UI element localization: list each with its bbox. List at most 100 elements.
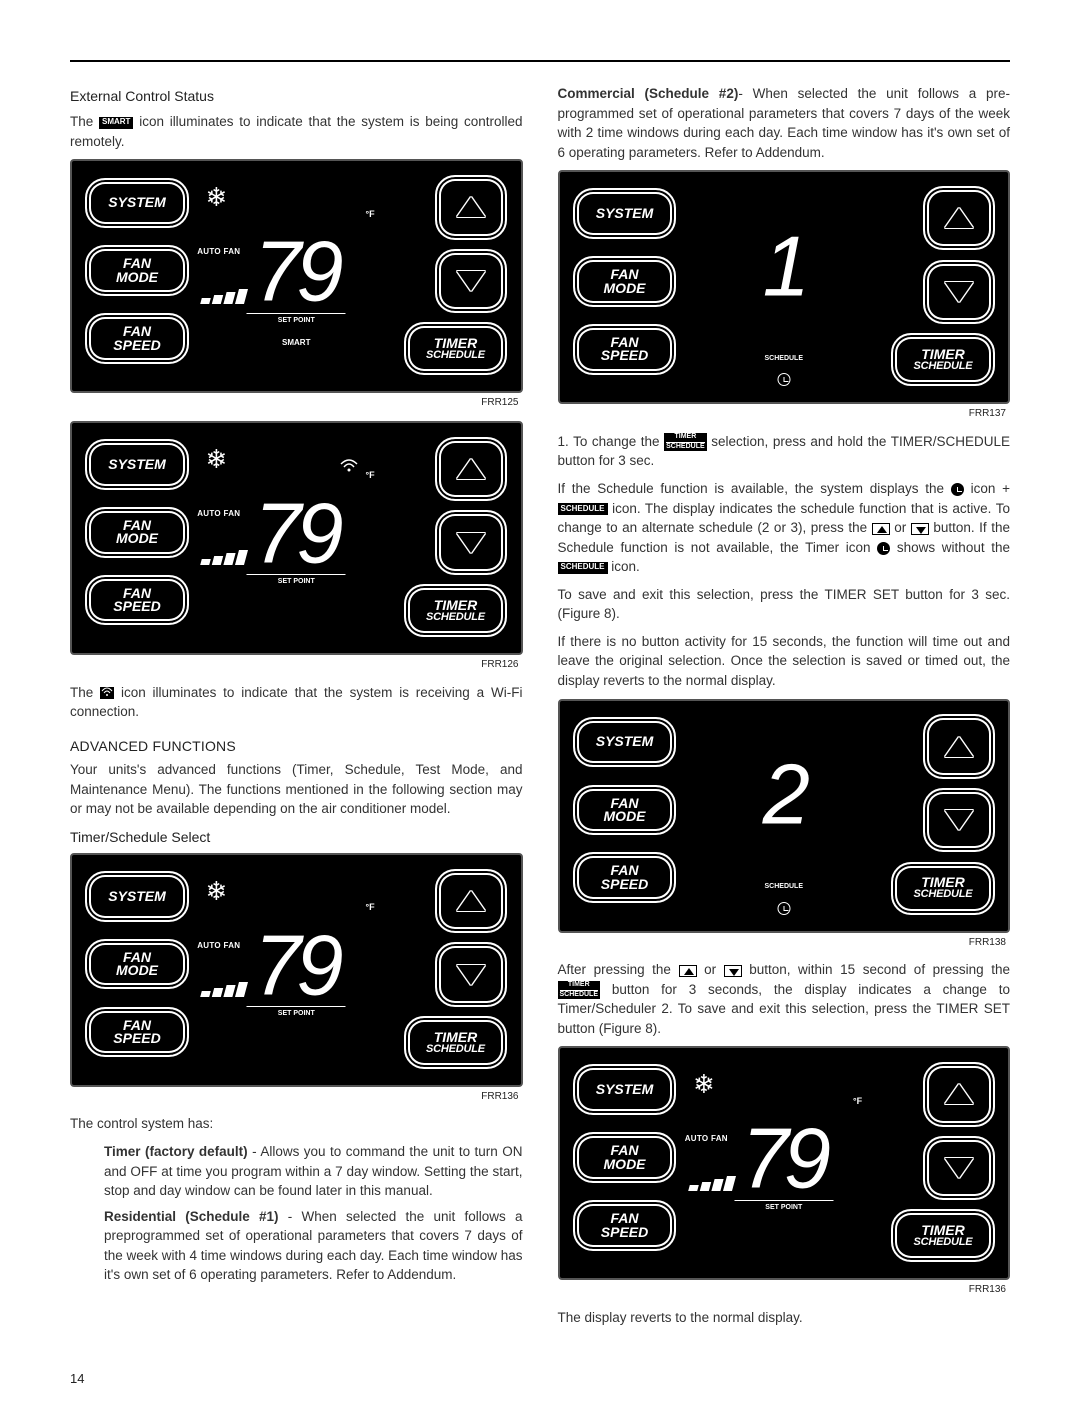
fan-speed-button[interactable]: FANSPEED (573, 1200, 676, 1251)
snowflake-icon: ❄ (693, 1066, 715, 1104)
timer-schedule-button[interactable]: TIMERSCHEDULE (404, 584, 507, 637)
fan-mode-button[interactable]: FANMODE (573, 785, 676, 836)
thermostat-panel-wifi: SYSTEM FANMODE FANSPEED TIMERSCHEDULE ❄ … (70, 421, 523, 655)
display-area: 1 SCHEDULE (681, 186, 887, 388)
down-button[interactable] (923, 788, 995, 852)
fan-speed-button[interactable]: FANSPEED (573, 852, 676, 903)
up-triangle-icon (679, 965, 697, 977)
two-column-layout: External Control Status The SMART icon i… (70, 80, 1010, 1335)
figure-label: FRR138 (558, 936, 1007, 951)
para-save-exit: To save and exit this selection, press t… (558, 585, 1011, 624)
clock-icon (777, 373, 790, 386)
fan-mode-button[interactable]: FANMODE (573, 1132, 676, 1183)
wifi-icon (340, 457, 358, 480)
timer-schedule-button[interactable]: TIMERSCHEDULE (891, 862, 994, 915)
timer-schedule-button[interactable]: TIMERSCHEDULE (891, 333, 994, 386)
snowflake-icon: ❄ (205, 179, 227, 217)
fan-speed-button[interactable]: FANSPEED (85, 575, 188, 626)
down-button[interactable] (435, 942, 507, 1006)
list-item-timer: Timer (factory default) - Allows you to … (104, 1142, 523, 1201)
down-button[interactable] (435, 249, 507, 313)
fan-speed-button[interactable]: FANSPEED (85, 1007, 188, 1058)
degree-f: °F (366, 208, 375, 221)
clock-icon (777, 902, 790, 915)
down-button[interactable] (923, 1136, 995, 1200)
fan-speed-button[interactable]: FANSPEED (573, 324, 676, 375)
schedule-badge-icon: SCHEDULE (558, 503, 608, 515)
degree-f: °F (366, 901, 375, 914)
fan-mode-button[interactable]: FANMODE (85, 507, 188, 558)
fan-mode-button[interactable]: FANMODE (85, 245, 188, 296)
system-button[interactable]: SYSTEM (573, 1064, 676, 1115)
up-button[interactable] (435, 869, 507, 933)
up-button[interactable] (923, 714, 995, 778)
para-timeout: If there is no button activity for 15 se… (558, 632, 1011, 691)
system-button[interactable]: SYSTEM (85, 439, 188, 490)
fan-mode-button[interactable]: FANMODE (573, 256, 676, 307)
display-area: 2 SCHEDULE (681, 714, 887, 916)
snowflake-icon: ❄ (205, 873, 227, 911)
list-item-residential: Residential (Schedule #1) - When selecte… (104, 1207, 523, 1285)
right-column: Commercial (Schedule #2)- When selected … (558, 80, 1011, 1335)
up-triangle-icon (872, 523, 890, 535)
clock-inline-icon (877, 542, 890, 555)
heading-external-control: External Control Status (70, 86, 523, 106)
timer-schedule-badge-icon: TIMERSCHEDULE (664, 433, 707, 451)
heading-advanced-functions: ADVANCED FUNCTIONS (70, 736, 523, 756)
display-area: ❄ AUTO FAN °F 79 SET POINT (193, 437, 399, 639)
schedule-badge-icon: SCHEDULE (558, 562, 608, 574)
thermostat-panel-schedule-1: SYSTEM FANMODE FANSPEED TIMERSCHEDULE 1 … (558, 170, 1011, 404)
left-column: External Control Status The SMART icon i… (70, 80, 523, 1335)
system-button[interactable]: SYSTEM (85, 178, 188, 229)
para-wifi-icon: The icon illuminates to indicate that th… (70, 683, 523, 722)
up-button[interactable] (435, 437, 507, 501)
up-button[interactable] (435, 175, 507, 239)
para-schedule-available: If the Schedule function is available, t… (558, 479, 1011, 577)
display-area: ❄ AUTO FAN °F 79 SET POINT SMART (193, 175, 399, 377)
auto-fan-label: AUTO FAN (197, 940, 240, 952)
setpoint-label: SET POINT (247, 1006, 346, 1019)
timer-schedule-badge-icon: TIMERSCHEDULE (558, 981, 601, 999)
system-button[interactable]: SYSTEM (573, 717, 676, 768)
thermostat-panel-schedule-2: SYSTEM FANMODE FANSPEED TIMERSCHEDULE 2 … (558, 699, 1011, 933)
thermostat-panel-timer-select: SYSTEM FANMODE FANSPEED TIMERSCHEDULE ❄ … (70, 853, 523, 1087)
system-button[interactable]: SYSTEM (573, 188, 676, 239)
timer-schedule-button[interactable]: TIMERSCHEDULE (404, 322, 507, 375)
auto-fan-label: AUTO FAN (685, 1133, 728, 1145)
thermostat-panel-normal: SYSTEM FANMODE FANSPEED TIMERSCHEDULE ❄ … (558, 1046, 1011, 1280)
setpoint-label: SET POINT (734, 1200, 833, 1213)
setpoint-label: SET POINT (247, 574, 346, 587)
up-button[interactable] (923, 186, 995, 250)
system-button[interactable]: SYSTEM (85, 871, 188, 922)
speed-bars-icon (201, 289, 246, 304)
para-smart-icon: The SMART icon illuminates to indicate t… (70, 112, 523, 151)
down-triangle-icon (911, 523, 929, 535)
timer-schedule-button[interactable]: TIMERSCHEDULE (891, 1209, 994, 1262)
heading-timer-schedule: Timer/Schedule Select (70, 827, 523, 847)
timer-schedule-button[interactable]: TIMERSCHEDULE (404, 1016, 507, 1069)
snowflake-icon: ❄ (205, 441, 227, 479)
top-rule (70, 60, 1010, 62)
up-button[interactable] (923, 1062, 995, 1126)
down-triangle-icon (724, 965, 742, 977)
clock-inline-icon (951, 483, 964, 496)
smart-badge-icon: SMART (99, 117, 133, 129)
para-control-has: The control system has: (70, 1114, 523, 1134)
thermostat-panel-smart: SYSTEM FANMODE FANSPEED TIMERSCHEDULE ❄ … (70, 159, 523, 393)
schedule-label: SCHEDULE (764, 354, 803, 364)
auto-fan-label: AUTO FAN (197, 246, 240, 258)
degree-f: °F (366, 469, 375, 482)
setpoint-label: SET POINT (247, 313, 346, 326)
display-area: ❄ AUTO FAN °F 79 SET POINT (681, 1062, 887, 1264)
wifi-inline-icon (100, 687, 114, 699)
list-item-commercial: Commercial (Schedule #2)- When selected … (558, 84, 1011, 162)
fan-mode-button[interactable]: FANMODE (85, 939, 188, 990)
fan-speed-button[interactable]: FANSPEED (85, 313, 188, 364)
degree-f: °F (853, 1095, 862, 1108)
para-step1: 1. To change the TIMERSCHEDULE selection… (558, 432, 1011, 471)
para-reverts: The display reverts to the normal displa… (558, 1308, 1011, 1328)
auto-fan-label: AUTO FAN (197, 508, 240, 520)
page-number: 14 (70, 1371, 1010, 1386)
down-button[interactable] (435, 510, 507, 574)
down-button[interactable] (923, 260, 995, 324)
